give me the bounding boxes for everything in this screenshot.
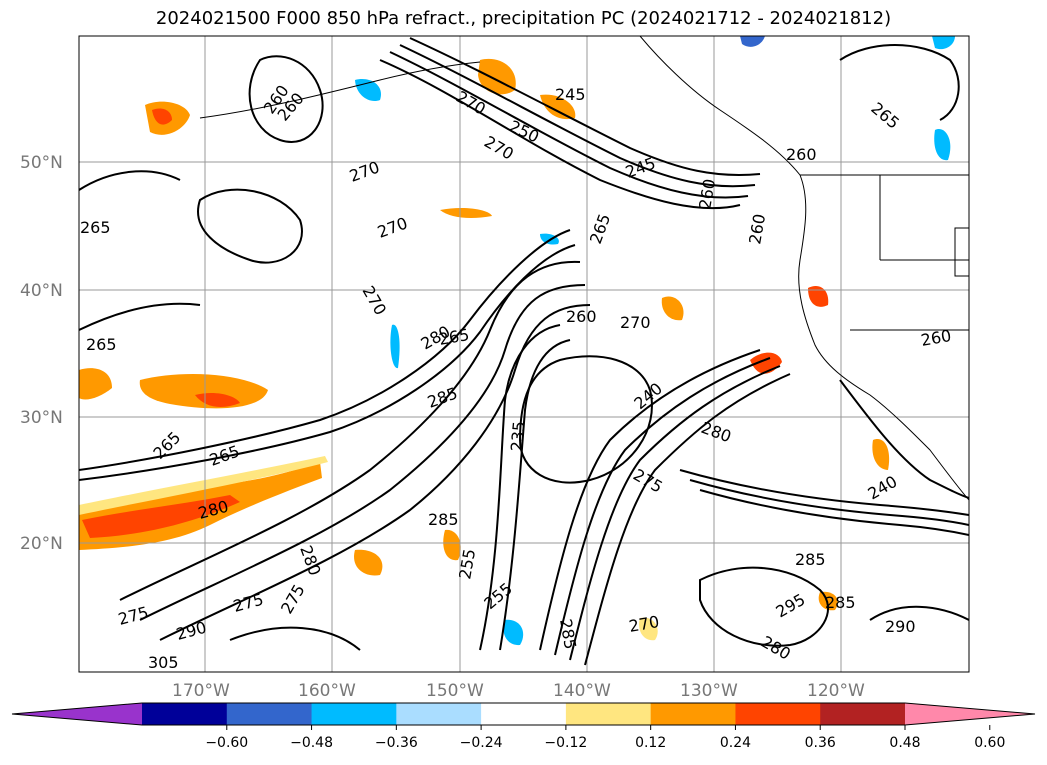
contour-label: 265 <box>80 218 111 237</box>
precip-blob-west <box>79 368 112 400</box>
precip-blob-40n-coast <box>808 285 829 307</box>
contour-label: 305 <box>148 653 179 672</box>
contour-label: 265 <box>86 335 117 354</box>
lon-label: 130°W <box>680 681 738 701</box>
colorbar: −0.60 −0.48 −0.36 −0.24 −0.12 0.12 0.24 0.36 0.4… <box>11 702 1036 751</box>
contour-label: 285 <box>428 510 459 529</box>
precip-blob-mexico <box>872 439 890 470</box>
figure-title: 2024021500 F000 850 hPa refract., precip… <box>155 8 892 29</box>
colorbar-tick-label: −0.60 <box>205 735 248 751</box>
precip-blob-tropic-128w <box>818 591 838 611</box>
precip-blob-20n-150w <box>443 529 461 561</box>
colorbar-segment <box>735 703 821 725</box>
lon-label: 140°W <box>553 681 611 701</box>
colorbar-tick-label: 0.48 <box>889 735 920 751</box>
colorbar-outline <box>11 702 1036 726</box>
lat-label: 20°N <box>20 534 63 554</box>
contour-label: 260 <box>566 307 597 326</box>
lon-label: 120°W <box>807 681 865 701</box>
lat-label: 40°N <box>20 281 63 301</box>
latitude-labels: 50°N 40°N 30°N 20°N <box>20 153 63 554</box>
colorbar-segment <box>311 703 397 725</box>
colorbar-segment <box>820 703 906 725</box>
precip-blue-ne <box>932 36 955 50</box>
colorbar-tick-label: −0.48 <box>290 735 333 751</box>
colorbar-extend-high <box>905 703 1035 725</box>
refractivity-contours <box>79 37 969 666</box>
lon-label: 160°W <box>298 681 356 701</box>
colorbar-segment <box>481 703 567 725</box>
contour-label: 260 <box>786 145 817 164</box>
precip-blob-tropic-138w <box>639 617 658 641</box>
map-content <box>79 36 969 672</box>
colorbar-tick-label: 0.12 <box>635 735 666 751</box>
precip-blob-nw-core <box>152 108 172 125</box>
precip-shading <box>79 36 955 646</box>
colorbar-segment <box>142 703 228 725</box>
map-frame <box>78 35 970 673</box>
colorbar-segment <box>226 703 313 725</box>
lon-label: 170°W <box>172 681 230 701</box>
precip-blue-tropic <box>503 619 524 646</box>
precip-band-core <box>82 495 240 538</box>
precip-blob-40n-135w <box>661 296 684 321</box>
precip-blob-30n-core <box>195 392 240 407</box>
coastlines <box>199 36 969 501</box>
precip-blue-top <box>740 36 765 47</box>
precip-blob-gulf-2 <box>540 94 576 120</box>
colorbar-segment <box>396 703 482 725</box>
lat-label: 50°N <box>20 153 63 173</box>
colorbar-tick-label: 0.36 <box>805 735 836 751</box>
colorbar-tick-label: −0.12 <box>544 735 587 751</box>
colorbar-extend-low <box>12 703 142 725</box>
contour-label: 270 <box>620 313 651 332</box>
colorbar-segment <box>565 703 652 725</box>
lat-label: 30°N <box>20 408 63 428</box>
colorbar-tick-label: −0.24 <box>460 735 503 751</box>
precip-blob-20n-157w <box>354 549 383 576</box>
colorbar-tick-label: 0.60 <box>974 735 1005 751</box>
contour-label: 285 <box>795 550 826 569</box>
longitude-labels: 170°W 160°W 150°W 140°W 130°W 120°W <box>172 681 865 701</box>
precip-blob-47n <box>440 207 492 218</box>
contour-label: 290 <box>885 617 916 636</box>
colorbar-tick-label: 0.24 <box>720 735 751 751</box>
colorbar-segment <box>650 703 736 725</box>
colorbar-tick-label: −0.36 <box>375 735 418 751</box>
lon-label: 150°W <box>426 681 484 701</box>
precip-blue-35n-155w <box>390 324 400 369</box>
precip-band-fringe <box>79 456 328 515</box>
precip-blue-nw-canada <box>934 129 951 161</box>
contour-label: 245 <box>555 85 586 104</box>
contour-label: 285 <box>825 593 856 612</box>
contour-label: 235 <box>507 420 529 452</box>
